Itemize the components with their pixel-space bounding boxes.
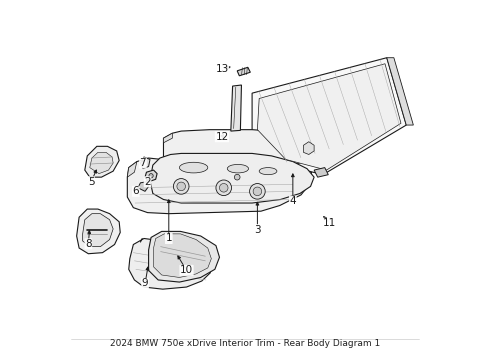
Polygon shape	[76, 209, 120, 254]
Polygon shape	[129, 238, 211, 289]
Circle shape	[249, 184, 265, 199]
Text: 6: 6	[132, 186, 139, 196]
Circle shape	[149, 174, 153, 178]
Polygon shape	[148, 231, 220, 282]
Text: 1: 1	[166, 234, 172, 243]
Polygon shape	[138, 182, 148, 192]
Polygon shape	[85, 146, 119, 177]
Polygon shape	[257, 64, 401, 170]
Ellipse shape	[179, 162, 208, 173]
Polygon shape	[150, 153, 314, 203]
Text: 13: 13	[215, 64, 229, 75]
Polygon shape	[231, 85, 242, 131]
Circle shape	[177, 182, 186, 191]
Text: 9: 9	[142, 279, 148, 288]
Polygon shape	[127, 158, 312, 214]
Text: 10: 10	[180, 265, 193, 275]
Ellipse shape	[227, 165, 248, 173]
Text: 3: 3	[254, 225, 261, 235]
Polygon shape	[164, 130, 314, 170]
Circle shape	[173, 179, 189, 194]
Text: 7: 7	[140, 158, 146, 168]
Circle shape	[234, 174, 240, 180]
Polygon shape	[164, 133, 172, 143]
Polygon shape	[127, 162, 137, 177]
Polygon shape	[252, 58, 406, 175]
Polygon shape	[153, 234, 211, 278]
Polygon shape	[145, 170, 157, 182]
Text: 11: 11	[323, 218, 336, 228]
Text: 12: 12	[215, 132, 229, 142]
Circle shape	[216, 180, 232, 195]
Text: 2024 BMW 750e xDrive Interior Trim - Rear Body Diagram 1: 2024 BMW 750e xDrive Interior Trim - Rea…	[110, 339, 380, 348]
Text: 2: 2	[144, 177, 151, 187]
Polygon shape	[141, 157, 150, 168]
Text: 5: 5	[88, 177, 95, 187]
Circle shape	[253, 187, 262, 195]
Ellipse shape	[259, 168, 277, 175]
Text: 8: 8	[85, 239, 92, 249]
Polygon shape	[314, 168, 328, 177]
Polygon shape	[303, 142, 314, 154]
Polygon shape	[237, 67, 250, 76]
Polygon shape	[90, 152, 113, 174]
Text: 4: 4	[290, 196, 296, 206]
Polygon shape	[387, 58, 414, 125]
Circle shape	[220, 184, 228, 192]
Polygon shape	[83, 214, 113, 247]
